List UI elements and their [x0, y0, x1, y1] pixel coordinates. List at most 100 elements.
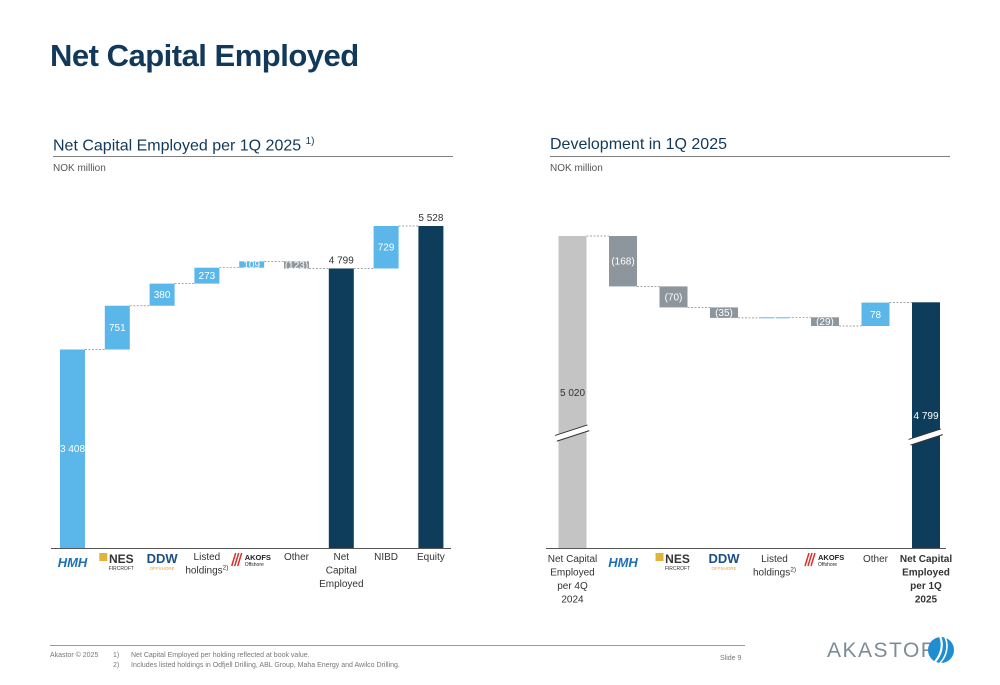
- ddw-logo-text: DDW: [708, 551, 740, 566]
- akofs-logo-mark: [804, 552, 816, 567]
- right-unit-label: NOK million: [550, 163, 603, 174]
- axis-break-line: [910, 434, 943, 446]
- nes-logo-mark: [655, 553, 664, 561]
- left-axis-label-line: NIBD: [374, 552, 398, 563]
- right-axis-label-line: 2025: [915, 595, 938, 606]
- left-bar: [328, 268, 354, 548]
- right-value-label: (29): [816, 317, 834, 328]
- left-axis-label-sup: 2): [223, 565, 229, 572]
- hmh-logo: HMH: [58, 555, 88, 570]
- right-bar: [912, 302, 940, 548]
- left-value-label: 729: [378, 243, 395, 254]
- akastor-logo-mark-icon: [928, 635, 954, 666]
- right-bar: [558, 236, 587, 548]
- left-chart-title-text: Net Capital Employed per 1Q 2025: [53, 137, 302, 155]
- axis-break-gap: [909, 429, 942, 445]
- axis-break-line: [554, 424, 588, 436]
- right-axis-label-0: Net Capital Employed per 4Q 2024: [548, 554, 597, 606]
- right-value-label: 5 020: [560, 388, 585, 399]
- axis-break-gap: [556, 425, 589, 441]
- footer-rule: [50, 645, 745, 646]
- right-axis-label-line: Net Capital: [900, 554, 952, 565]
- right-bar: [710, 307, 738, 318]
- left-axis-label-7: NIBD: [374, 552, 398, 563]
- right-value-label: (168): [611, 257, 634, 268]
- left-bar: [418, 226, 444, 548]
- akofs-logo-text: AKOFS: [245, 553, 271, 562]
- akofs-logo-mark: [230, 552, 243, 567]
- left-title-rule: [53, 156, 453, 157]
- slide-number: Slide 9: [720, 655, 742, 662]
- right-value-label: 78: [870, 310, 882, 321]
- left-bar: [373, 226, 399, 269]
- left-axis-label-3: Listed holdings2): [185, 552, 228, 577]
- akastor-logo: AKASTOR: [827, 632, 957, 670]
- left-value-label: 4 799: [329, 255, 354, 266]
- ddw-logo-subtext: OFFSHORE: [150, 566, 175, 571]
- right-axis-label-line: per 4Q: [557, 581, 588, 592]
- right-waterfall-chart: 5 020 (168) (70) (35) 2 (29) 78 4 799 HMH NESFIRC…: [546, 235, 952, 606]
- left-waterfall-chart: 3 408 751 380 273 109 (123) 4 799 729 5 528 HMH NE…: [51, 213, 451, 590]
- left-bar: [60, 349, 85, 548]
- right-axis-label-line: Employed: [550, 568, 594, 579]
- left-bar: [239, 261, 265, 268]
- right-bar: [861, 302, 890, 326]
- right-axis-label-sup: 2): [790, 567, 796, 574]
- right-axis-label-6: Other: [863, 554, 889, 565]
- nes-logo-mark: [99, 553, 108, 561]
- ddw-logo-subtext: OFFSHORE: [711, 566, 736, 571]
- left-value-label: 273: [199, 271, 216, 282]
- footnote-2: Includes listed holdings in Odfjell Dril…: [131, 662, 400, 669]
- right-chart-title: Development in 1Q 2025: [550, 136, 727, 153]
- nes-logo-subtext: FIRCROFT: [665, 566, 690, 572]
- left-chart-title: Net Capital Employed per 1Q 2025 1): [53, 136, 315, 155]
- axis-break-mark: [908, 428, 943, 446]
- nes-logo-subtext: FIRCROFT: [109, 566, 134, 572]
- copyright: Akastor © 2025: [50, 652, 99, 659]
- right-axis-label-line: 2024: [561, 595, 584, 606]
- right-value-label: (70): [665, 292, 683, 303]
- right-axis-label-line: per 1Q: [910, 581, 942, 592]
- left-axis-label-5: Other: [284, 552, 310, 563]
- left-chart-title-footnote: 1): [305, 136, 315, 147]
- left-bar: [104, 305, 130, 350]
- left-axis-label-line: Other: [284, 552, 310, 563]
- akastor-logo-text: AKASTOR: [827, 639, 938, 662]
- right-axis-label-line: Listed: [761, 554, 788, 565]
- hmh-logo: HMH: [608, 555, 638, 570]
- left-axis-label-8: Equity: [417, 552, 445, 563]
- axis-break-mark: [554, 424, 590, 442]
- right-axis-label-4: Listed holdings2): [753, 554, 796, 579]
- left-unit-label: NOK million: [53, 163, 106, 174]
- right-title-rule: [550, 156, 950, 157]
- right-axis-label-line: holdings: [753, 568, 790, 579]
- left-bar: [284, 261, 309, 269]
- left-axis-label-line: holdings: [185, 566, 222, 577]
- right-axis-label-line: Net Capital: [548, 554, 597, 565]
- right-bar: [760, 317, 789, 319]
- left-value-label: 3 408: [60, 444, 85, 455]
- right-value-label: (35): [715, 308, 733, 319]
- right-bar: [659, 286, 688, 308]
- footnote-2-number: 2): [113, 662, 120, 669]
- right-value-label: 4 799: [913, 411, 938, 422]
- left-axis-label-line: Listed: [194, 552, 221, 563]
- left-axis-label-line: Capital: [326, 566, 357, 577]
- left-axis-label-line: Equity: [417, 552, 445, 563]
- ddw-logo-text: DDW: [147, 551, 179, 566]
- left-value-label: 109: [243, 260, 260, 271]
- right-bar: [811, 317, 839, 326]
- right-axis-label-line: Employed: [902, 568, 950, 579]
- footnote-1: Net Capital Employed per holding reflect…: [131, 652, 310, 659]
- hmh-logo-text: HMH: [608, 555, 638, 570]
- left-value-label: (123): [285, 260, 308, 271]
- axis-break-line: [556, 430, 590, 442]
- left-axis-label-line: Net: [334, 552, 350, 563]
- akofs-logo-subtext: Offshore: [245, 562, 264, 568]
